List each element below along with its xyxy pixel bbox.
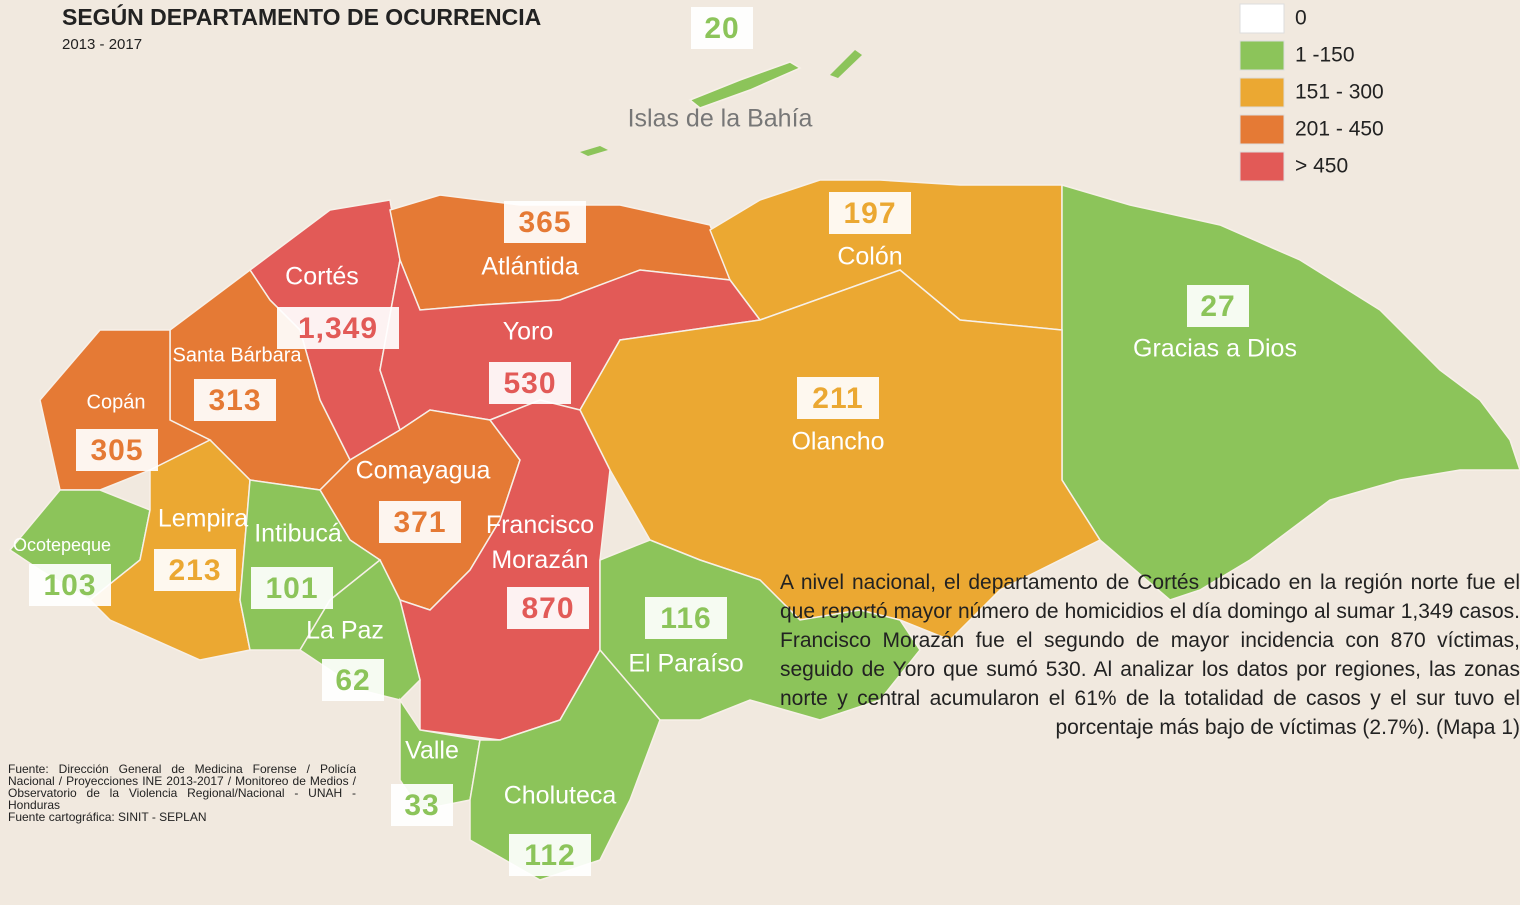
value-label: 365: [518, 206, 571, 239]
value-label: 20: [704, 12, 739, 45]
value-box: [507, 587, 589, 629]
department: [688, 61, 802, 109]
value-label: 103: [43, 569, 96, 602]
value-box: [489, 362, 571, 404]
value-box: [76, 429, 158, 471]
value-label: 530: [503, 367, 556, 400]
value-box: [504, 201, 586, 243]
value-box: [194, 379, 276, 421]
value-box: [797, 377, 879, 419]
value-box: [277, 307, 399, 349]
department-name: Cortés: [285, 263, 359, 291]
value-label: 211: [812, 382, 863, 415]
legend-label: 201 - 450: [1295, 118, 1384, 141]
value-box: [1187, 285, 1249, 327]
description: A nivel nacional, el departamento de Cor…: [780, 571, 1520, 739]
value-box: [509, 834, 591, 876]
legend-label: > 450: [1295, 155, 1348, 178]
department-name: Intibucá: [254, 520, 342, 548]
legend-swatch: [1239, 151, 1285, 182]
department-name: Santa Bárbara: [173, 344, 303, 366]
source: Fuente cartográfica: SINIT - SEPLAN: [8, 810, 207, 824]
department: [469, 648, 661, 881]
legend-swatch: [1239, 3, 1285, 34]
value-box: [645, 597, 727, 639]
value-label: 197: [843, 197, 896, 230]
legend-label: 1 -150: [1295, 44, 1355, 67]
value-label: 62: [335, 664, 370, 697]
department-name: Francisco Morazán: [485, 511, 595, 574]
value-box: [251, 567, 333, 609]
island: [580, 146, 608, 156]
value-label: 371: [393, 506, 446, 539]
island: [830, 50, 862, 78]
department: [398, 399, 611, 741]
value-label: 313: [208, 384, 261, 417]
legend-swatch: [1239, 114, 1285, 145]
value-label: 305: [90, 434, 143, 467]
department-name: Atlántida: [481, 253, 578, 281]
value-label: 101: [265, 572, 318, 605]
value-label: 870: [521, 592, 574, 625]
department-name: Valle: [405, 737, 459, 765]
department-name: Lempira: [158, 505, 248, 533]
department-name: El Paraíso: [628, 650, 743, 678]
legend-label: 151 - 300: [1295, 81, 1384, 104]
title: SEGÚN DEPARTAMENTO DE OCURRENCIA: [62, 4, 542, 30]
legend-swatch: [1239, 77, 1285, 108]
department-name: Comayagua: [356, 457, 491, 485]
value-box: [29, 564, 111, 606]
value-label: 112: [524, 839, 575, 872]
value-label: 33: [404, 789, 439, 822]
subtitle: 2013 - 2017: [62, 36, 143, 53]
department-name: Yoro: [503, 318, 554, 346]
department-name: Colón: [837, 243, 902, 271]
sources: Fuente: Dirección General de Medicina Fo…: [8, 763, 356, 823]
department: [599, 539, 921, 721]
source: Fuente: Dirección General de Medicina Fo…: [8, 762, 356, 812]
value-label: 27: [1200, 290, 1235, 323]
value-label: 1,349: [298, 312, 378, 345]
department-name: Gracias a Dios: [1133, 335, 1297, 363]
value-box: [829, 192, 911, 234]
value-label: 116: [660, 602, 711, 635]
legend-swatch: [1239, 40, 1285, 71]
value-label: 213: [168, 554, 221, 587]
value-box: [391, 784, 453, 826]
legend-label: 0: [1295, 7, 1307, 30]
value-box: [691, 7, 753, 49]
department-name: Islas de la Bahía: [628, 105, 813, 133]
department-name: Ocotepeque: [13, 535, 111, 555]
value-box: [154, 549, 236, 591]
department: [1061, 183, 1520, 601]
department-name: Olancho: [791, 428, 884, 456]
department-name: Copán: [87, 391, 146, 413]
department-name: La Paz: [306, 617, 384, 645]
department-name: Choluteca: [504, 782, 617, 810]
value-box: [379, 501, 461, 543]
value-box: [322, 659, 384, 701]
